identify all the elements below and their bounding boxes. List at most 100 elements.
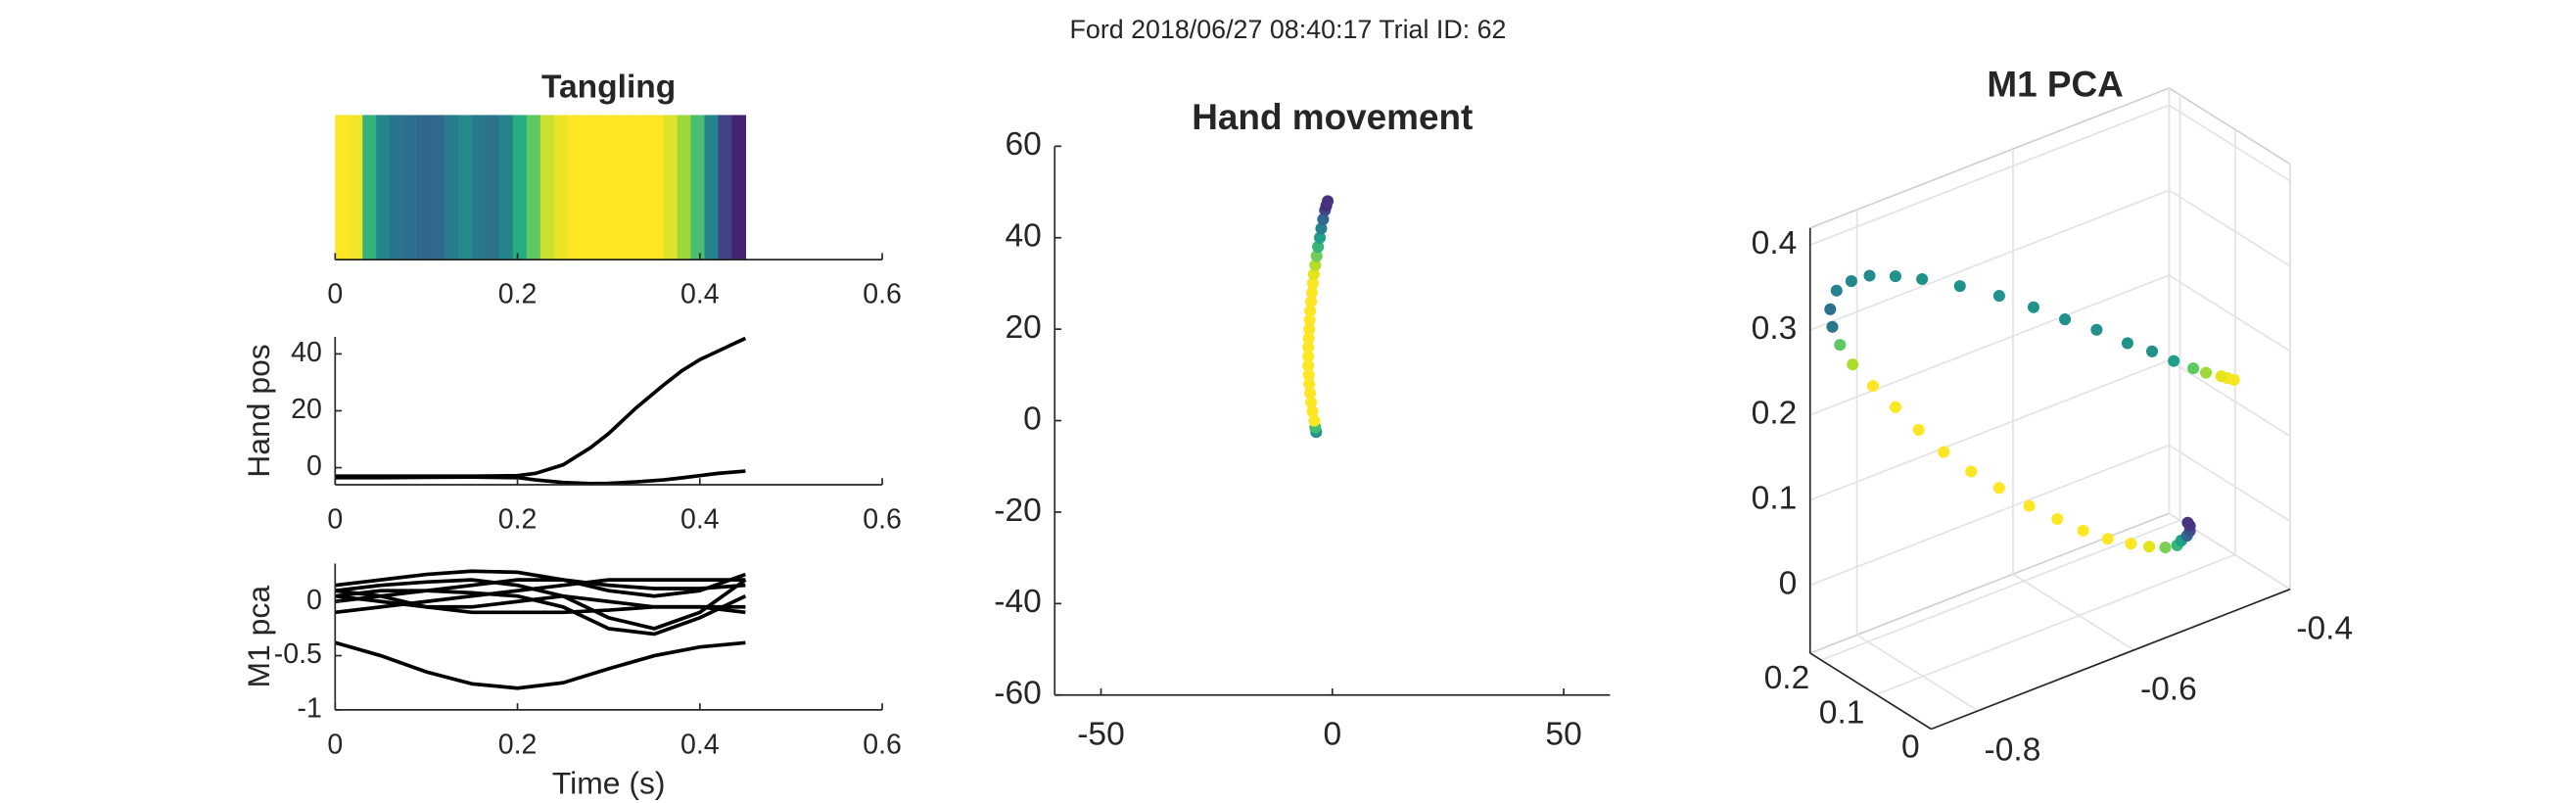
point xyxy=(1305,396,1318,408)
point xyxy=(1845,275,1857,288)
point xyxy=(1302,332,1315,345)
y-tick-label: 20 xyxy=(291,394,322,425)
line xyxy=(335,589,747,637)
heatmap-cell xyxy=(553,115,569,260)
chart-title: M1 PCA xyxy=(1987,65,2123,105)
heatmap-cell xyxy=(526,115,541,260)
heatmap-cell xyxy=(512,115,528,260)
heatmap-cell xyxy=(485,115,500,260)
heatmap-cell xyxy=(581,115,596,260)
y-tick-label: 0 xyxy=(1023,401,1042,437)
point xyxy=(1834,339,1847,352)
y-tick-label: 20 xyxy=(1005,309,1041,346)
point xyxy=(2145,345,2159,357)
point xyxy=(2090,323,2103,336)
line xyxy=(335,469,746,486)
heatmap-cell xyxy=(362,115,377,260)
y-tick-label: 0.2 xyxy=(1764,660,1810,696)
heatmap-cell xyxy=(445,115,459,260)
heatmap-cell xyxy=(731,115,747,260)
point xyxy=(1304,305,1317,317)
y-tick-label: -60 xyxy=(994,676,1042,712)
point xyxy=(1312,241,1325,254)
point xyxy=(1916,272,1929,286)
point xyxy=(2077,524,2089,537)
point xyxy=(2143,541,2156,553)
x-axis-label: Time (s) xyxy=(552,765,666,800)
z-tick-label: 0 xyxy=(1779,565,1798,601)
z-tick-label: 0.1 xyxy=(1752,481,1798,517)
grid-line xyxy=(1809,444,2170,587)
point xyxy=(1305,286,1319,299)
x-tick-label: -50 xyxy=(1077,717,1125,753)
x-tick-label: 0 xyxy=(327,729,343,760)
point xyxy=(2121,337,2133,350)
point xyxy=(1303,323,1316,336)
y-tick-label: -20 xyxy=(994,493,1042,529)
grid-line xyxy=(2168,359,2291,438)
y-tick-label: -40 xyxy=(994,584,1042,620)
heatmap-cell xyxy=(690,115,706,260)
grid-line xyxy=(2168,189,2291,267)
point xyxy=(1302,359,1315,372)
grid-line xyxy=(1820,519,2180,661)
x-tick-label: 0.4 xyxy=(680,279,720,310)
grid-line xyxy=(2168,274,2291,353)
y-tick-label: 0 xyxy=(306,585,322,616)
point xyxy=(2125,538,2137,550)
y-axis-label: Hand pos xyxy=(241,344,276,477)
point xyxy=(1302,368,1315,381)
z-tick-label: 0.4 xyxy=(1752,225,1798,261)
point xyxy=(2168,354,2180,367)
heatmap-cell xyxy=(718,115,733,260)
grid-line xyxy=(1809,189,2170,331)
point xyxy=(1912,423,1925,436)
heatmap-cell xyxy=(567,115,583,260)
grid-line xyxy=(1875,553,2236,696)
y-tick-label: 40 xyxy=(291,337,322,368)
point xyxy=(1830,284,1843,297)
x-tick-label: 0.6 xyxy=(863,503,902,535)
x-tick-label: 50 xyxy=(1545,717,1581,753)
x-tick-label: 0.2 xyxy=(498,503,538,535)
grid-line xyxy=(2168,445,2291,522)
y-axis xyxy=(1809,652,1932,731)
y-tick-label: 0 xyxy=(1901,729,1920,765)
figure-title: Ford 2018/06/27 08:40:17 Trial ID: 62 xyxy=(1070,15,1507,44)
line xyxy=(335,569,746,598)
heatmap-cell xyxy=(431,115,445,260)
x-tick-label: 0 xyxy=(1323,717,1341,753)
chart-title: Hand movement xyxy=(1192,97,1473,137)
point xyxy=(1938,446,1950,458)
heatmap-cell xyxy=(403,115,418,260)
box-edge xyxy=(2168,87,2291,165)
heatmap-cell xyxy=(335,115,350,260)
point xyxy=(1307,268,1320,281)
x-tick-label: -0.6 xyxy=(2140,672,2197,708)
x-tick-label: -0.8 xyxy=(1985,732,2041,769)
y-tick-label: 60 xyxy=(1005,126,1041,163)
point xyxy=(2051,512,2064,526)
point xyxy=(1992,290,2005,303)
y-tick-label: 40 xyxy=(1005,218,1041,255)
y-tick-label: -1 xyxy=(298,692,322,724)
point xyxy=(1866,380,1880,393)
grid-line xyxy=(1809,359,2170,501)
x-tick-label: 0.2 xyxy=(498,729,538,760)
heatmap-cell xyxy=(594,115,610,260)
z-tick-label: 0.3 xyxy=(1752,310,1798,347)
x-tick-label: 0 xyxy=(327,503,343,535)
heatmap-cell xyxy=(471,115,487,260)
heatmap-cell xyxy=(498,115,514,260)
point xyxy=(1308,414,1321,427)
grid-line xyxy=(1809,104,2170,246)
x-tick-label: 0 xyxy=(327,279,343,310)
point xyxy=(2187,362,2200,375)
point xyxy=(1303,378,1316,391)
point xyxy=(1322,195,1335,208)
point xyxy=(1306,277,1319,290)
point xyxy=(1305,296,1318,308)
x-tick-label: 0.6 xyxy=(863,279,902,310)
heatmap-cell xyxy=(622,115,637,260)
